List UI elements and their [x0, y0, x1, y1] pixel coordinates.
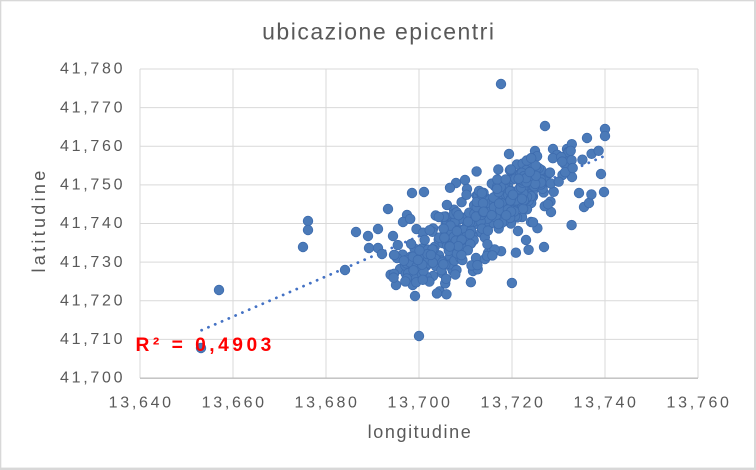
svg-text:13,740: 13,740 [574, 394, 639, 411]
svg-text:longitudine: longitudine [368, 422, 473, 442]
svg-text:latitudine: latitudine [29, 167, 49, 272]
svg-text:41,730: 41,730 [60, 254, 125, 271]
svg-text:13,700: 13,700 [388, 394, 453, 411]
svg-text:41,700: 41,700 [60, 370, 125, 387]
svg-text:41,710: 41,710 [60, 331, 125, 348]
svg-text:41,780: 41,780 [60, 61, 125, 78]
svg-text:41,760: 41,760 [60, 138, 125, 155]
svg-text:41,770: 41,770 [60, 99, 125, 116]
svg-text:41,740: 41,740 [60, 215, 125, 232]
svg-text:13,660: 13,660 [202, 394, 267, 411]
svg-text:13,640: 13,640 [109, 394, 174, 411]
svg-text:ubicazione epicentri: ubicazione epicentri [262, 19, 495, 45]
svg-text:13,680: 13,680 [295, 394, 360, 411]
svg-text:R² = 0,4903: R² = 0,4903 [136, 335, 275, 356]
svg-text:13,760: 13,760 [667, 394, 732, 411]
svg-text:41,720: 41,720 [60, 292, 125, 309]
svg-text:13,720: 13,720 [481, 394, 546, 411]
svg-text:41,750: 41,750 [60, 177, 125, 194]
